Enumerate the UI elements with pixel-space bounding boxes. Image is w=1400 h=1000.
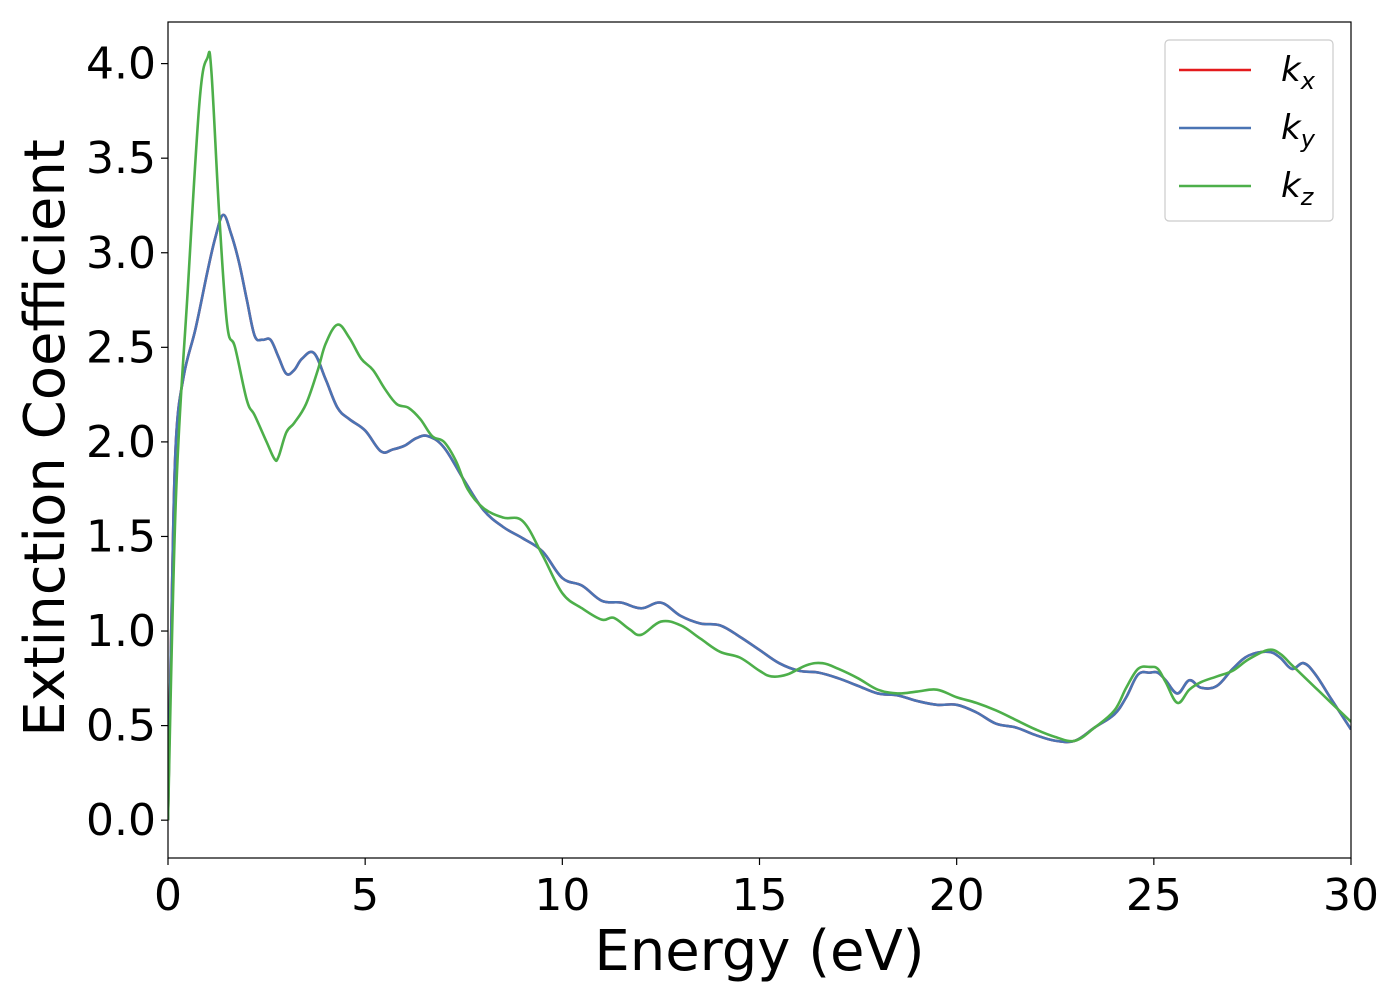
legend: kx ky kz bbox=[1164, 39, 1334, 222]
y-tick-label: 2.0 bbox=[86, 417, 156, 468]
legend-label-kz: kz bbox=[1281, 166, 1315, 211]
x-axis-label: Energy (eV) bbox=[594, 919, 924, 984]
x-tick-label: 10 bbox=[534, 870, 590, 921]
y-axis-label: Extinction Coefficient bbox=[13, 139, 78, 737]
y-tick-label: 0.0 bbox=[86, 795, 156, 846]
x-tick-label: 30 bbox=[1323, 870, 1379, 921]
series-layer bbox=[168, 50, 1351, 821]
y-tick-label: 0.5 bbox=[86, 701, 156, 752]
x-tick-label: 15 bbox=[732, 870, 788, 921]
y-tick-label: 4.0 bbox=[86, 39, 156, 90]
legend-label-ky: ky bbox=[1281, 108, 1316, 153]
legend-box bbox=[1164, 39, 1334, 222]
y-tick-label: 3.5 bbox=[86, 133, 156, 184]
y-tick-label: 1.0 bbox=[86, 606, 156, 657]
x-axis: 0 5 10 15 20 25 30 bbox=[154, 858, 1379, 921]
x-tick-label: 5 bbox=[351, 870, 379, 921]
y-axis: 0.0 0.5 1.0 1.5 2.0 2.5 3.0 3.5 4.0 bbox=[86, 39, 168, 846]
legend-label-kx: kx bbox=[1281, 50, 1316, 95]
y-tick-label: 1.5 bbox=[86, 511, 156, 562]
series-line-kz bbox=[168, 50, 1351, 821]
y-tick-label: 2.5 bbox=[86, 322, 156, 373]
x-tick-label: 0 bbox=[154, 870, 182, 921]
y-tick-label: 3.0 bbox=[86, 228, 156, 279]
x-tick-label: 20 bbox=[929, 870, 985, 921]
x-tick-label: 25 bbox=[1126, 870, 1182, 921]
